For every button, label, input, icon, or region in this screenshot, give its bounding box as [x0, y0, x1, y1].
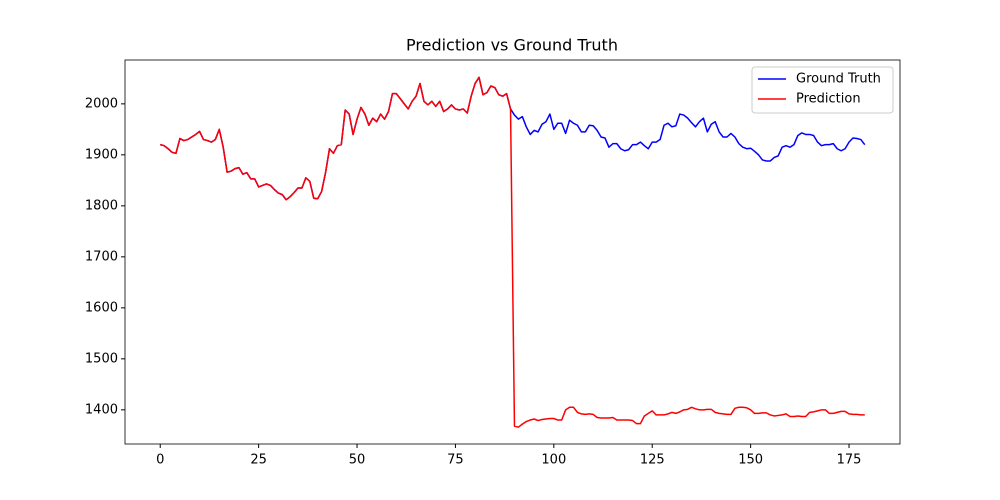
x-tick-label: 125	[640, 453, 665, 468]
y-tick-label: 1900	[85, 147, 118, 162]
x-tick-label: 100	[541, 453, 566, 468]
y-tick-label: 1500	[85, 351, 118, 366]
x-tick-label: 25	[250, 453, 267, 468]
x-tick-label: 175	[837, 453, 862, 468]
chart-title: Prediction vs Ground Truth	[406, 36, 618, 55]
y-tick-label: 1600	[85, 300, 118, 315]
y-tick-label: 1400	[85, 402, 118, 417]
legend-label: Ground Truth	[796, 72, 881, 87]
axes-frame	[124, 59, 901, 445]
y-tick-label: 1700	[85, 249, 118, 264]
x-tick-label: 150	[738, 453, 763, 468]
legend-box	[751, 66, 894, 114]
y-tick-label: 1800	[85, 198, 118, 213]
legend-label: Prediction	[796, 92, 861, 107]
y-tick-label: 2000	[85, 96, 118, 111]
x-tick-label: 50	[349, 453, 366, 468]
x-tick-label: 75	[447, 453, 464, 468]
x-tick-label: 0	[156, 453, 164, 468]
line-series	[160, 76, 865, 428]
